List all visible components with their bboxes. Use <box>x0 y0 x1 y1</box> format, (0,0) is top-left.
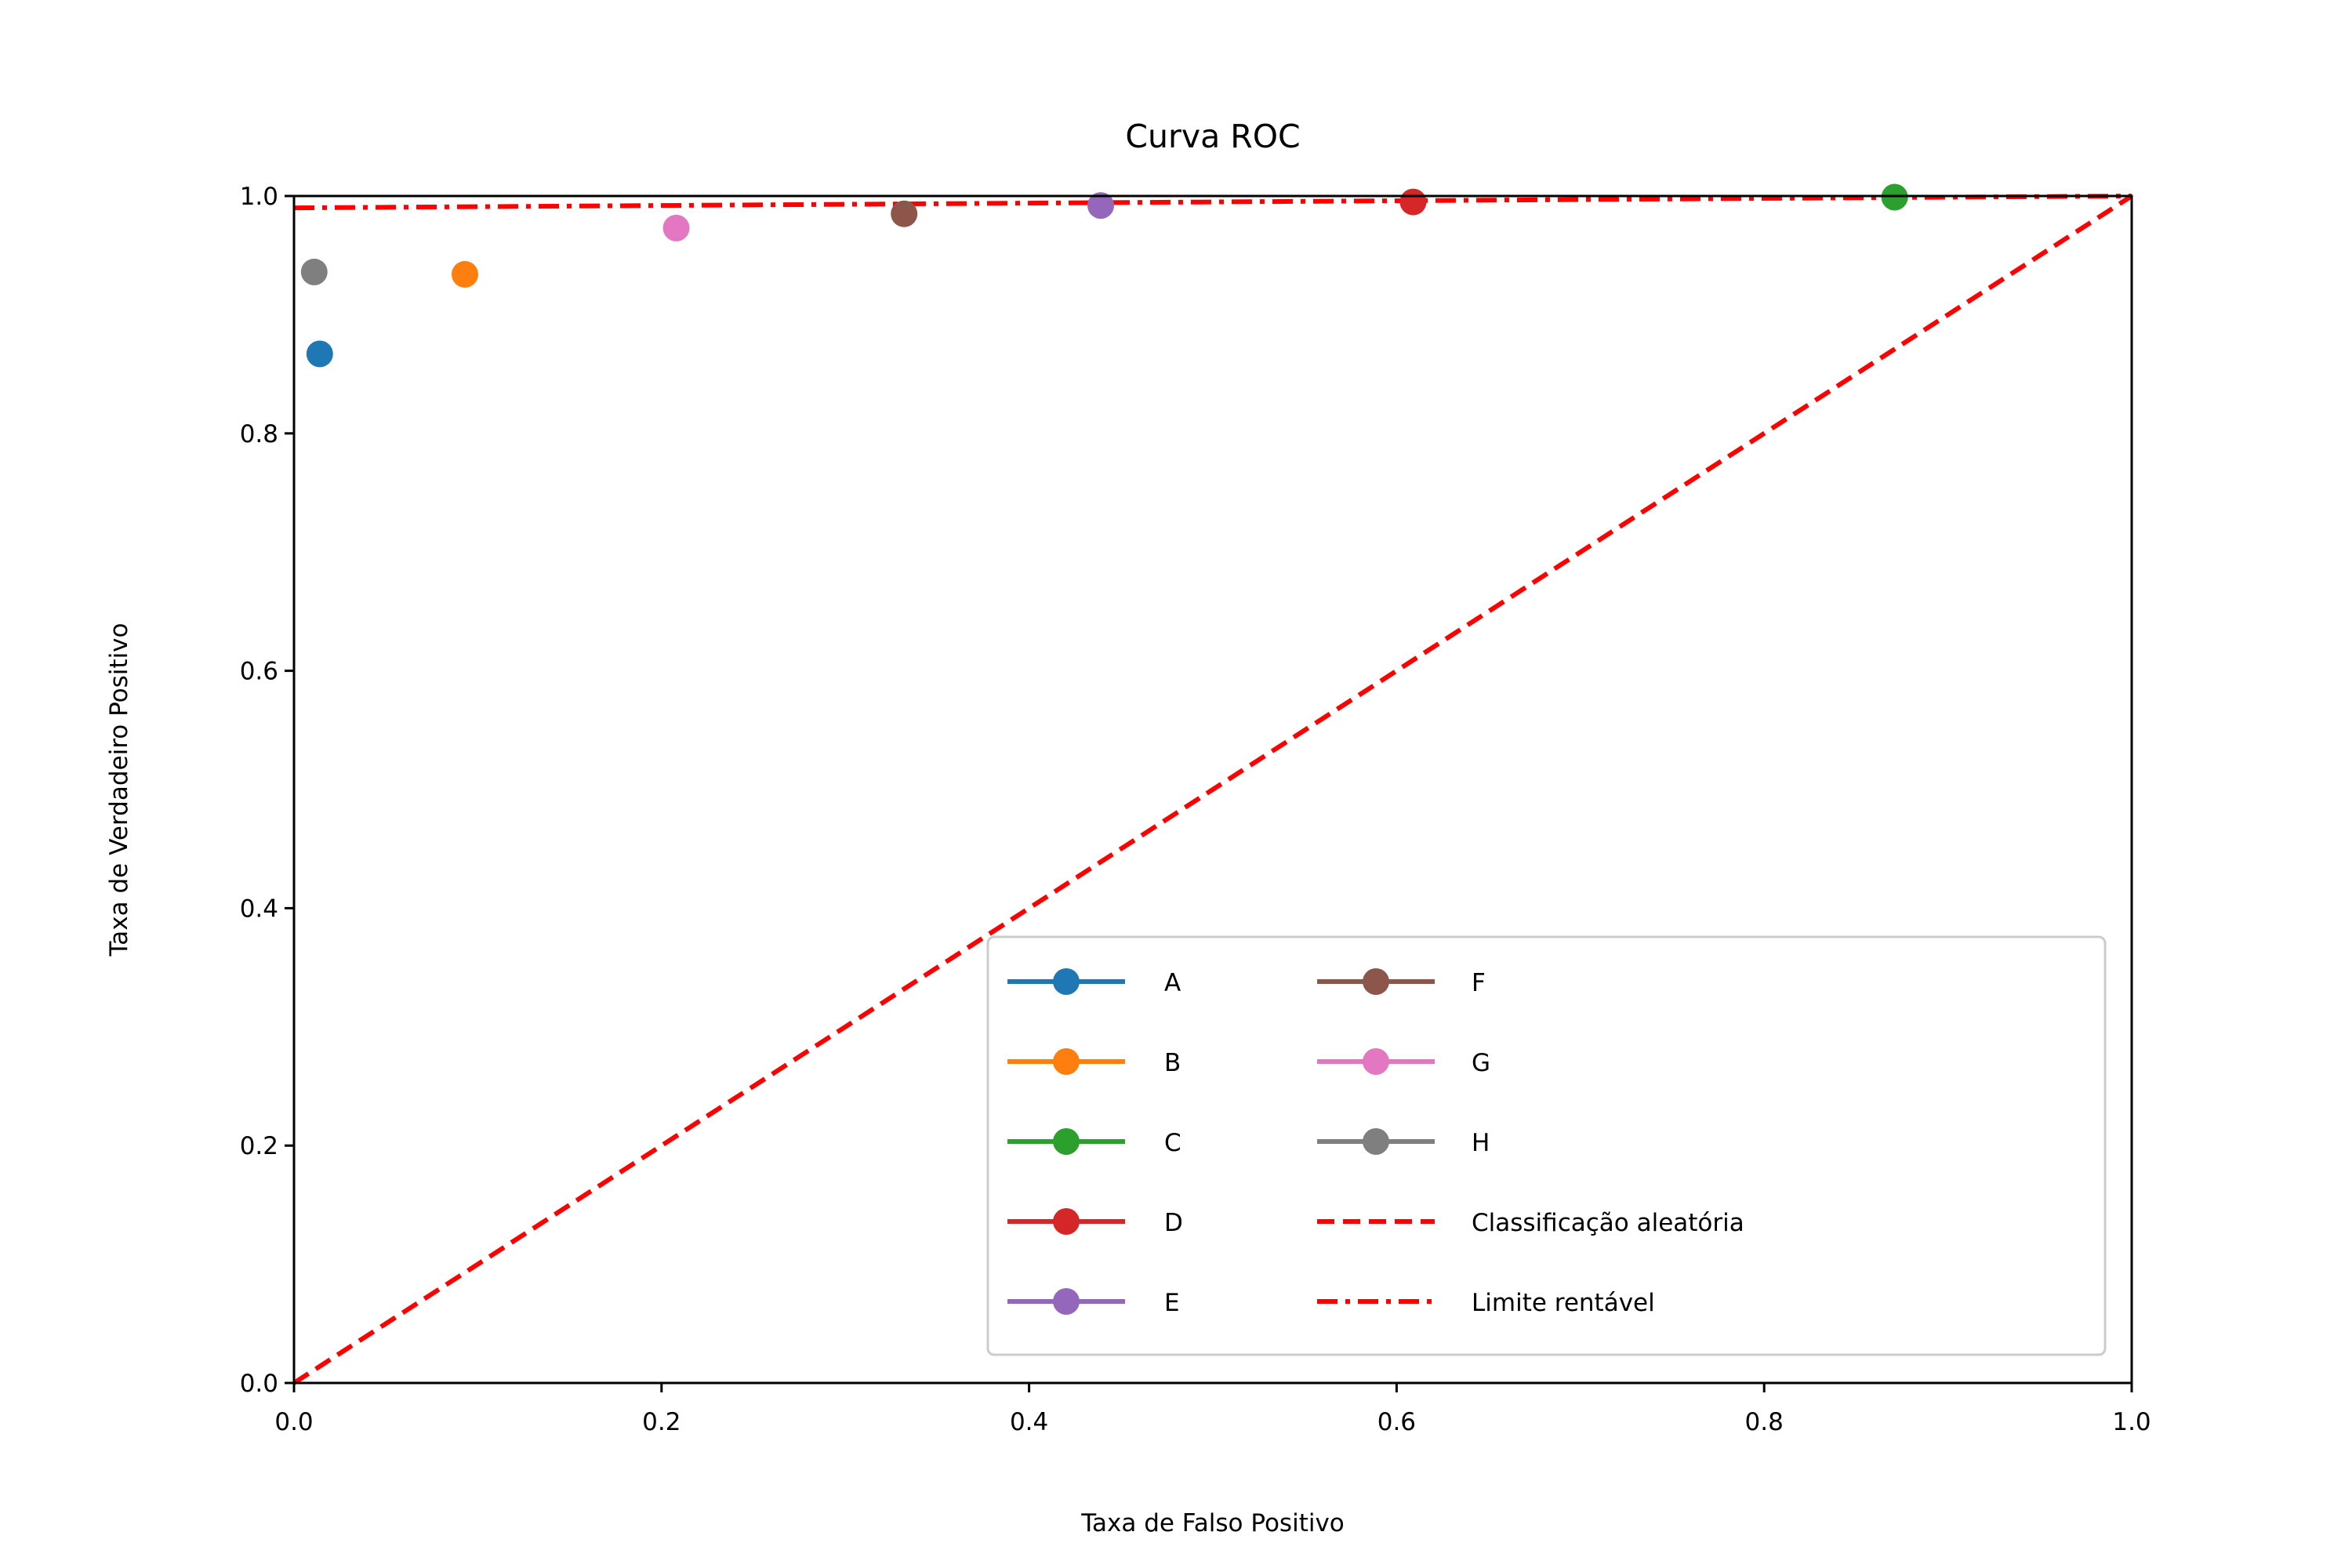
y-tick-label: 0.4 <box>240 895 278 923</box>
point-a <box>306 340 333 368</box>
y-tick-label: 0.6 <box>240 658 278 686</box>
chart-title: Curva ROC <box>1125 118 1300 155</box>
legend-label-random: Classificação aleatória <box>1472 1209 1744 1237</box>
legend-label-d: D <box>1164 1209 1183 1237</box>
legend-label-b: B <box>1164 1049 1181 1077</box>
reference-lines <box>292 194 2133 1385</box>
y-tick-label: 0.0 <box>240 1370 278 1398</box>
legend-label-e: E <box>1164 1289 1180 1317</box>
point-h <box>300 258 328 285</box>
legend: A B C D E F G H Classificação aleatória … <box>986 935 2107 1356</box>
y-tick-label: 0.2 <box>240 1132 278 1160</box>
legend-label-f: F <box>1472 969 1486 997</box>
legend-label-limit: Limite rentável <box>1472 1289 1655 1317</box>
y-axis-ticks: 0.0 0.2 0.4 0.6 0.8 1.0 <box>240 183 294 1398</box>
x-tick-label: 0.6 <box>1377 1408 1416 1436</box>
point-g <box>662 214 690 241</box>
random-classification-line <box>292 194 2133 1385</box>
y-tick-label: 0.8 <box>240 420 278 448</box>
plot-frame <box>292 194 2133 1385</box>
legend-marker-d <box>1053 1208 1080 1235</box>
y-tick-label: 1.0 <box>240 183 278 211</box>
x-tick-label: 0.2 <box>642 1408 681 1436</box>
point-e <box>1087 192 1115 220</box>
x-tick-label: 1.0 <box>2112 1408 2151 1436</box>
legend-marker-c <box>1053 1128 1080 1155</box>
legend-marker-h <box>1363 1128 1389 1155</box>
legend-label-a: A <box>1164 969 1181 997</box>
point-d <box>1399 188 1427 216</box>
x-axis-label: Taxa de Falso Positivo <box>1080 1509 1345 1537</box>
x-axis-ticks: 0.0 0.2 0.4 0.6 0.8 1.0 <box>274 1383 2151 1436</box>
legend-label-h: H <box>1472 1129 1490 1157</box>
legend-marker-b <box>1053 1048 1080 1075</box>
legend-marker-e <box>1053 1288 1080 1315</box>
x-tick-label: 0.4 <box>1010 1408 1048 1436</box>
legend-marker-a <box>1053 968 1080 995</box>
legend-label-c: C <box>1164 1129 1181 1157</box>
point-f <box>891 200 918 227</box>
y-axis-label: Taxa de Verdadeiro Positivo <box>105 623 133 957</box>
point-c <box>1881 183 1908 211</box>
legend-label-g: G <box>1472 1049 1490 1077</box>
legend-box <box>986 935 2107 1356</box>
x-tick-label: 0.0 <box>274 1408 313 1436</box>
x-tick-label: 0.8 <box>1745 1408 1784 1436</box>
legend-marker-f <box>1363 968 1389 995</box>
legend-marker-g <box>1363 1048 1389 1075</box>
point-b <box>451 260 478 288</box>
